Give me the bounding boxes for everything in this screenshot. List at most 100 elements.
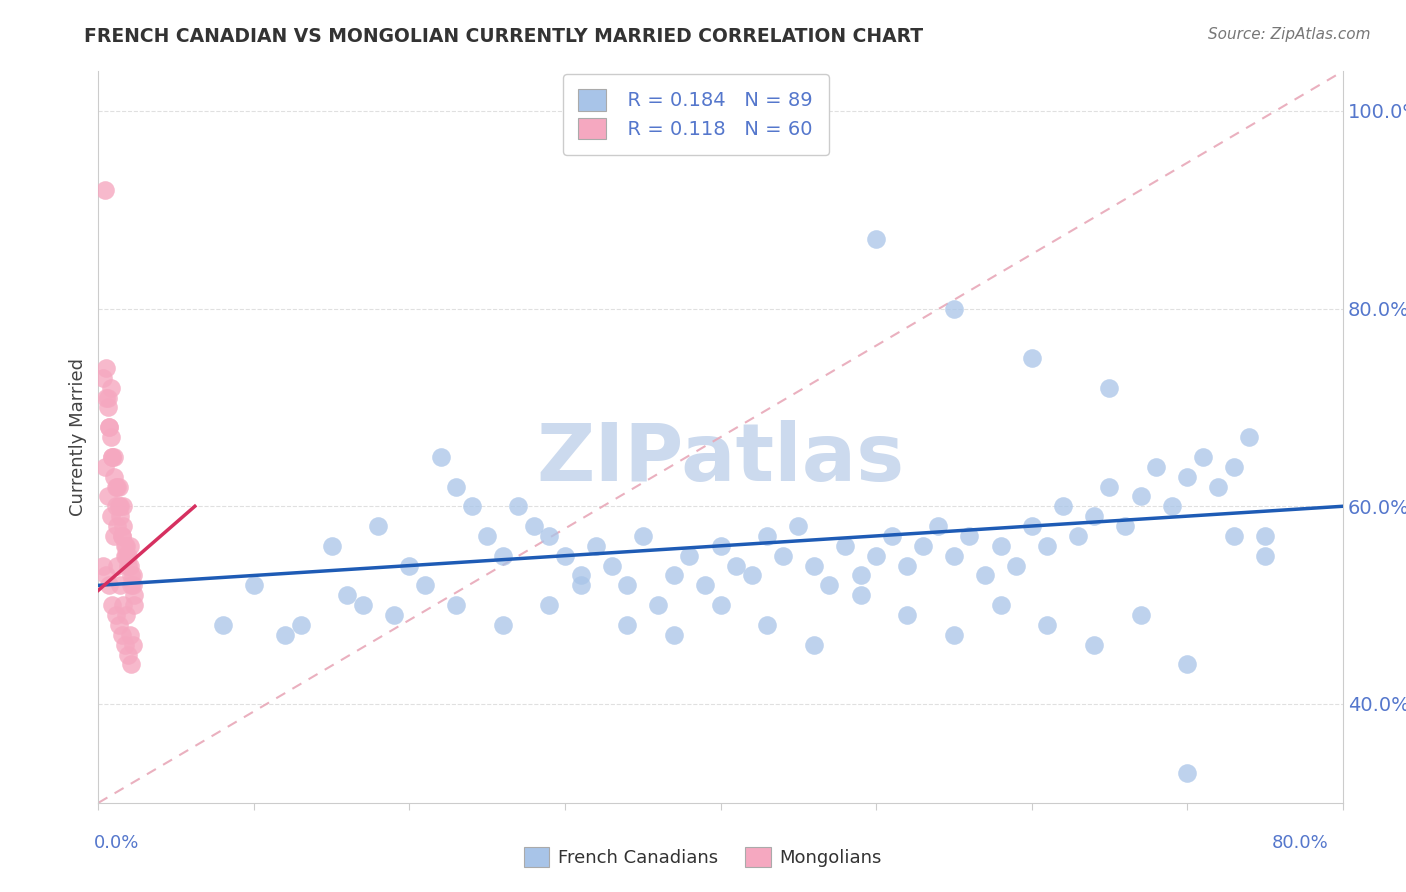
Point: [600, 558, 623, 573]
Point: [942, 301, 965, 316]
Point: [101, 450, 124, 464]
Point: [121, 578, 143, 592]
Point: [787, 519, 810, 533]
Point: [98, 578, 121, 592]
Point: [413, 578, 436, 592]
Point: [1036, 539, 1059, 553]
Point: [569, 568, 592, 582]
Point: [103, 469, 125, 483]
Point: [818, 578, 841, 592]
Point: [1129, 607, 1152, 622]
Point: [100, 430, 122, 444]
Point: [880, 529, 903, 543]
Point: [974, 568, 997, 582]
Point: [772, 549, 794, 563]
Point: [104, 479, 127, 493]
Point: [117, 648, 139, 662]
Point: [616, 618, 638, 632]
Legend: French Canadians, Mongolians: French Canadians, Mongolians: [516, 839, 890, 874]
Point: [990, 598, 1012, 612]
Point: [678, 549, 700, 563]
Point: [107, 618, 129, 632]
Point: [1254, 529, 1277, 543]
Point: [97, 401, 120, 415]
Point: [444, 598, 467, 612]
Point: [111, 529, 134, 543]
Point: [1239, 430, 1261, 444]
Point: [1083, 509, 1105, 524]
Point: [1223, 529, 1246, 543]
Point: [105, 558, 128, 573]
Point: [569, 578, 592, 592]
Text: 80.0%: 80.0%: [1272, 834, 1329, 852]
Point: [97, 489, 120, 503]
Point: [336, 588, 359, 602]
Point: [120, 578, 142, 592]
Point: [1129, 489, 1152, 503]
Text: FRENCH CANADIAN VS MONGOLIAN CURRENTLY MARRIED CORRELATION CHART: FRENCH CANADIAN VS MONGOLIAN CURRENTLY M…: [84, 27, 924, 45]
Point: [849, 568, 872, 582]
Point: [492, 618, 515, 632]
Point: [942, 628, 965, 642]
Point: [112, 500, 135, 514]
Point: [492, 549, 515, 563]
Point: [865, 232, 887, 246]
Point: [105, 519, 128, 533]
Point: [1191, 450, 1213, 464]
Y-axis label: Currently Married: Currently Married: [69, 358, 87, 516]
Point: [321, 539, 343, 553]
Point: [803, 638, 825, 652]
Text: Source: ZipAtlas.com: Source: ZipAtlas.com: [1208, 27, 1371, 42]
Point: [108, 578, 131, 592]
Point: [741, 568, 763, 582]
Point: [100, 509, 122, 524]
Point: [112, 519, 135, 533]
Point: [114, 638, 136, 652]
Point: [117, 558, 139, 573]
Point: [693, 578, 716, 592]
Point: [865, 549, 887, 563]
Point: [631, 529, 654, 543]
Point: [647, 598, 669, 612]
Point: [243, 578, 266, 592]
Point: [896, 558, 918, 573]
Point: [1144, 459, 1167, 474]
Point: [710, 598, 733, 612]
Point: [1083, 638, 1105, 652]
Point: [444, 479, 467, 493]
Point: [115, 607, 138, 622]
Point: [108, 509, 131, 524]
Point: [616, 578, 638, 592]
Point: [398, 558, 420, 573]
Point: [105, 479, 128, 493]
Point: [429, 450, 451, 464]
Point: [121, 568, 143, 582]
Point: [942, 549, 965, 563]
Point: [477, 529, 499, 543]
Point: [1005, 558, 1028, 573]
Point: [538, 529, 561, 543]
Point: [1098, 479, 1121, 493]
Point: [367, 519, 389, 533]
Point: [662, 568, 685, 582]
Point: [93, 459, 115, 474]
Point: [211, 618, 233, 632]
Point: [108, 500, 131, 514]
Point: [1175, 469, 1198, 483]
Point: [111, 628, 134, 642]
Point: [352, 598, 374, 612]
Point: [1114, 519, 1136, 533]
Point: [114, 539, 136, 553]
Point: [96, 391, 118, 405]
Point: [1067, 529, 1090, 543]
Point: [98, 420, 121, 434]
Point: [104, 607, 127, 622]
Point: [725, 558, 748, 573]
Point: [849, 588, 872, 602]
Point: [1175, 766, 1198, 780]
Text: 0.0%: 0.0%: [94, 834, 139, 852]
Point: [121, 638, 143, 652]
Point: [508, 500, 530, 514]
Point: [104, 500, 127, 514]
Point: [382, 607, 405, 622]
